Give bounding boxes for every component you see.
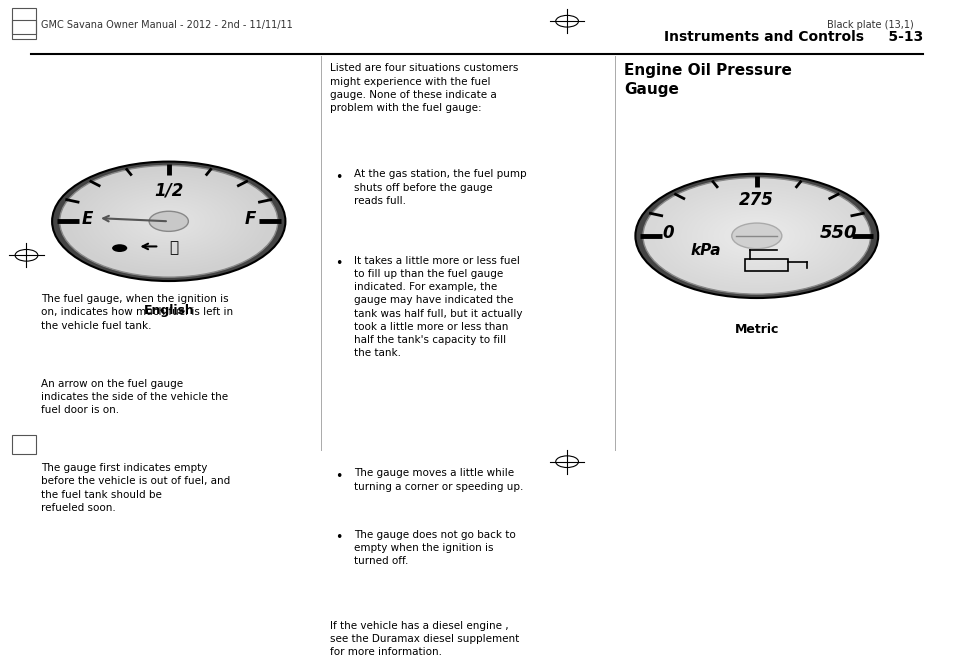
Text: Metric: Metric [734, 323, 779, 336]
Text: Listed are four situations customers
might experience with the fuel
gauge. None : Listed are four situations customers mig… [330, 63, 517, 113]
Text: It takes a little more or less fuel
to fill up than the fuel gauge
indicated. Fo: It takes a little more or less fuel to f… [354, 256, 521, 358]
Text: kPa: kPa [690, 243, 720, 258]
Circle shape [642, 178, 870, 294]
Text: The gauge moves a little while
turning a corner or speeding up.: The gauge moves a little while turning a… [354, 468, 522, 492]
Circle shape [60, 166, 277, 277]
Bar [12, 20, 36, 39]
Text: At the gas station, the fuel pump
shuts off before the gauge
reads full.: At the gas station, the fuel pump shuts … [354, 170, 526, 206]
Circle shape [635, 174, 878, 298]
Text: •: • [335, 257, 342, 271]
Text: 0: 0 [661, 224, 673, 242]
Text: 275: 275 [739, 191, 774, 208]
Text: ⛽: ⛽ [169, 240, 178, 256]
Text: Black plate (13,1): Black plate (13,1) [825, 20, 912, 30]
Text: The gauge does not go back to
empty when the ignition is
turned off.: The gauge does not go back to empty when… [354, 530, 515, 566]
Text: E: E [81, 210, 92, 228]
Text: 550: 550 [820, 224, 857, 242]
Text: Instruments and Controls     5-13: Instruments and Controls 5-13 [663, 30, 922, 44]
Text: If the vehicle has a diesel engine ,
see the Duramax diesel supplement
for more : If the vehicle has a diesel engine , see… [330, 621, 518, 657]
Text: GMC Savana Owner Manual - 2012 - 2nd - 11/11/11: GMC Savana Owner Manual - 2012 - 2nd - 1… [41, 20, 293, 30]
Circle shape [52, 162, 285, 281]
Text: •: • [335, 470, 342, 483]
Text: An arrow on the fuel gauge
indicates the side of the vehicle the
fuel door is on: An arrow on the fuel gauge indicates the… [41, 379, 228, 415]
Bar [12, 435, 36, 454]
Circle shape [149, 211, 188, 231]
Text: 1/2: 1/2 [153, 182, 183, 200]
Text: •: • [335, 171, 342, 184]
Text: •: • [335, 531, 342, 544]
Text: F: F [245, 210, 256, 228]
Circle shape [112, 244, 127, 252]
Circle shape [731, 223, 781, 248]
Text: The gauge first indicates empty
before the vehicle is out of fuel, and
the fuel : The gauge first indicates empty before t… [41, 463, 230, 513]
Text: The fuel gauge, when the ignition is
on, indicates how much fuel is left in
the : The fuel gauge, when the ignition is on,… [41, 294, 233, 331]
Text: Engine Oil Pressure
Gauge: Engine Oil Pressure Gauge [623, 63, 791, 97]
Text: English: English [143, 304, 193, 317]
Bar [744, 259, 787, 271]
Bar [12, 7, 36, 34]
